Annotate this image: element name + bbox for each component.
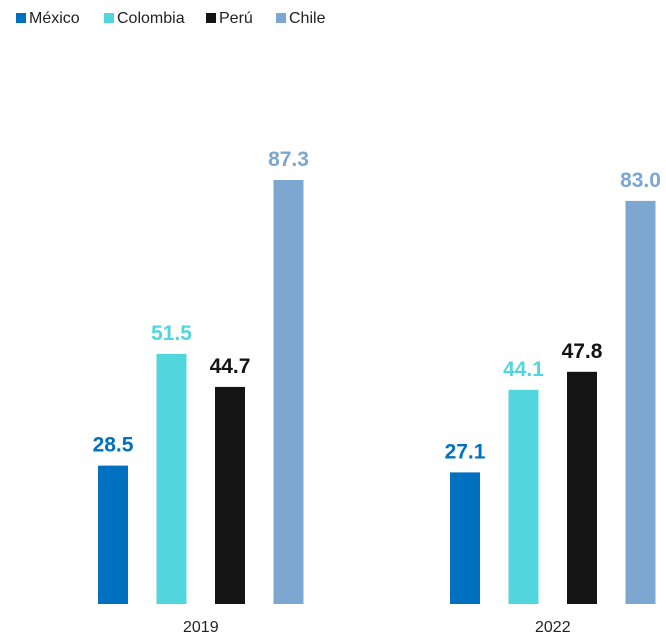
- bar-colombia-2022: [508, 389, 539, 604]
- value-label-chile-2022: 83.0: [620, 169, 661, 192]
- legend-swatch-mexico: [16, 13, 26, 23]
- value-label-colombia-2019: 51.5: [151, 322, 192, 345]
- bar-peru-2019: [215, 386, 245, 604]
- category-label-2022: 2022: [535, 619, 571, 635]
- legend-label-peru: Perú: [219, 10, 253, 27]
- bars: [98, 180, 656, 604]
- bar-colombia-2019: [156, 353, 187, 604]
- legend-label-mexico: México: [29, 10, 80, 27]
- bar-peru-2022: [567, 371, 597, 604]
- value-label-colombia-2022: 44.1: [503, 358, 544, 381]
- bar-chile-2022: [625, 200, 656, 604]
- category-label-2019: 2019: [183, 619, 219, 635]
- legend-label-chile: Chile: [289, 10, 326, 27]
- legend: México Colombia Perú Chile: [16, 10, 326, 27]
- value-label-chile-2019: 87.3: [268, 148, 309, 171]
- value-label-mexico-2022: 27.1: [445, 440, 486, 463]
- legend-swatch-peru: [206, 13, 216, 23]
- category-labels: 2019 2022: [183, 619, 571, 635]
- bar-mexico-2019: [98, 465, 128, 604]
- value-label-mexico-2019: 28.5: [93, 434, 134, 457]
- bar-chile-2019: [273, 180, 304, 604]
- legend-swatch-colombia: [104, 13, 114, 23]
- legend-swatch-chile: [276, 13, 286, 23]
- value-label-peru-2022: 47.8: [562, 340, 603, 363]
- value-label-peru-2019: 44.7: [210, 355, 251, 378]
- value-labels: 28.5 51.5 44.7 87.3 27.1 44.1 47.8 83.0: [93, 148, 661, 463]
- bar-mexico-2022: [450, 472, 480, 604]
- legend-label-colombia: Colombia: [117, 10, 185, 27]
